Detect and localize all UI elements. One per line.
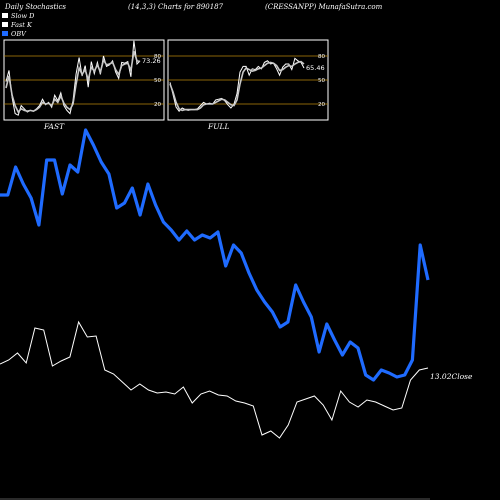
full-stochastic-panel: 20 50 80 65.46 [167,39,329,121]
fast-last-value-label: 73.26 [142,57,161,65]
fast-series-1-line [5,50,141,114]
close-value-label: 13.02Close [430,372,473,381]
header-left-text: Daily Stochastics [4,3,66,11]
legend-swatch-obv [2,31,8,36]
header-right-text: (CRESSANPP) MunafaSutra.com [265,3,383,11]
fast-tick-label-50: 50 [154,78,161,84]
obv-close-panel [0,128,430,500]
legend-swatch-fast-k [2,22,8,27]
header-middle-text: (14,3,3) Charts for 890187 [128,3,224,11]
full-last-value-label: 65.46 [306,64,325,72]
close-price-line [0,320,429,439]
full-tick-label-80: 80 [318,54,325,60]
fast-panel-title: FAST [43,122,65,131]
full-series-1-line [169,60,305,112]
legend-label-fast-k: Fast K [10,21,33,29]
legend: Slow D Fast K OBV [2,12,35,38]
full-tick-label-50: 50 [318,78,325,84]
legend-swatch-slow-d [2,13,8,18]
fast-tick-label-20: 20 [154,102,161,108]
legend-label-obv: OBV [11,30,27,38]
full-tick-label-20: 20 [318,102,325,108]
obv-line [0,128,430,382]
fast-tick-label-80: 80 [154,54,161,60]
legend-label-slow-d: Slow D [11,12,35,20]
full-panel-title: FULL [207,122,230,131]
